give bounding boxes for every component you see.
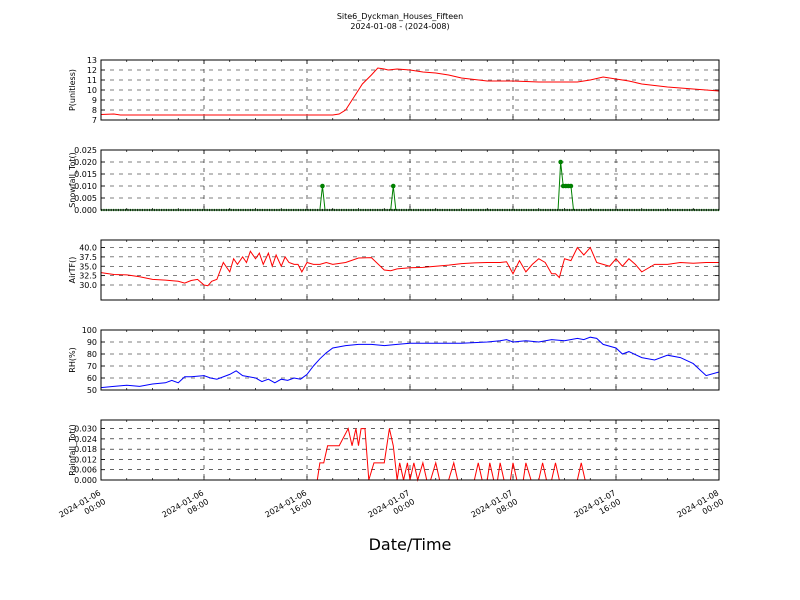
y-tick-label: 0.010 xyxy=(74,182,97,191)
data-point xyxy=(320,183,325,189)
y-tick-label: 32.5 xyxy=(79,272,97,281)
y-tick-label: 0.018 xyxy=(74,445,97,454)
y-tick-label: 0.030 xyxy=(74,425,97,434)
y-axis-label: Snowfall_Tot() xyxy=(68,152,77,208)
y-tick-label: 9 xyxy=(92,96,97,105)
y-tick-label: 0.012 xyxy=(74,455,97,464)
y-tick-label: 30.0 xyxy=(79,281,97,290)
y-tick-label: 0.000 xyxy=(74,476,97,485)
x-tick-label: 2024-01-0608:00 xyxy=(160,488,210,528)
y-tick-label: 50 xyxy=(87,386,97,395)
series-line-2 xyxy=(100,246,719,287)
panel-frame xyxy=(100,419,720,481)
chart-title: Site6_Dyckman_Houses_Fifteen xyxy=(337,12,463,21)
y-tick-label: 10 xyxy=(87,86,97,95)
y-tick-label: 100 xyxy=(82,326,97,335)
chart-subtitle: 2024-01-08 - (2024-008) xyxy=(350,22,449,31)
series-line-0 xyxy=(100,67,720,116)
y-tick-label: 12 xyxy=(87,66,97,75)
x-tick-label: 2024-01-0800:00 xyxy=(675,488,725,528)
panels-group: 78910111213P(unitless)0.0000.0050.0100.0… xyxy=(57,56,725,528)
y-tick-label: 0.020 xyxy=(74,158,97,167)
panel-frame xyxy=(100,329,720,391)
y-tick-label: 13 xyxy=(87,56,97,65)
y-tick-label: 0.024 xyxy=(74,435,97,444)
chart-panel-1: 0.000 0.005 0.010 0.015 0.020 0.025Snowfall_T… xyxy=(68,146,720,215)
panel-frame xyxy=(100,149,720,211)
x-tick-label: 2024-01-0600:00 xyxy=(57,488,107,528)
y-tick-label: 60 xyxy=(87,374,97,383)
y-tick-label: 0.015 xyxy=(74,170,97,179)
y-tick-label: 8 xyxy=(92,106,97,115)
x-tick-label: 2024-01-0716:00 xyxy=(572,488,622,528)
y-tick-label: 0.000 xyxy=(74,206,97,215)
x-tick-label: 2024-01-0708:00 xyxy=(469,488,519,528)
y-tick-label: 40.0 xyxy=(79,244,97,253)
panel-frame xyxy=(100,59,720,121)
y-tick-label: 0.025 xyxy=(74,146,97,155)
data-point xyxy=(390,183,396,189)
y-tick-label: 90 xyxy=(87,338,97,347)
chart-panel-3: 50 60 70 80 90 100 RH(%) xyxy=(68,326,720,395)
x-tick-labels: 2024-01-0600:00 2024-01-0608:00 2024-01-06… xyxy=(57,488,725,528)
y-tick-label: 80 xyxy=(87,350,97,359)
x-axis-label: Date/Time xyxy=(369,535,452,554)
series-line-4 xyxy=(101,427,719,482)
x-tick-label: 2024-01-0616:00 xyxy=(263,488,313,528)
y-tick-label: 0.005 xyxy=(74,194,97,203)
y-tick-label: 35.0 xyxy=(79,262,97,271)
y-axis-label: AirTF() xyxy=(68,257,77,284)
data-point xyxy=(568,183,574,189)
y-axis-label: Rainfall_Tot() xyxy=(68,424,77,476)
series-line-3 xyxy=(100,336,720,389)
x-tick-label: 2024-01-0700:00 xyxy=(366,488,416,528)
y-tick-label: 11 xyxy=(87,76,97,85)
data-point xyxy=(558,159,563,165)
y-tick-label: 7 xyxy=(92,116,97,125)
y-tick-label: 37.5 xyxy=(79,253,97,262)
y-tick-label: 70 xyxy=(87,362,97,371)
y-axis-label: P(unitless) xyxy=(68,69,77,111)
y-tick-label: 0.006 xyxy=(74,466,97,475)
panel-frame xyxy=(100,239,720,301)
y-axis-label: RH(%) xyxy=(68,347,77,372)
